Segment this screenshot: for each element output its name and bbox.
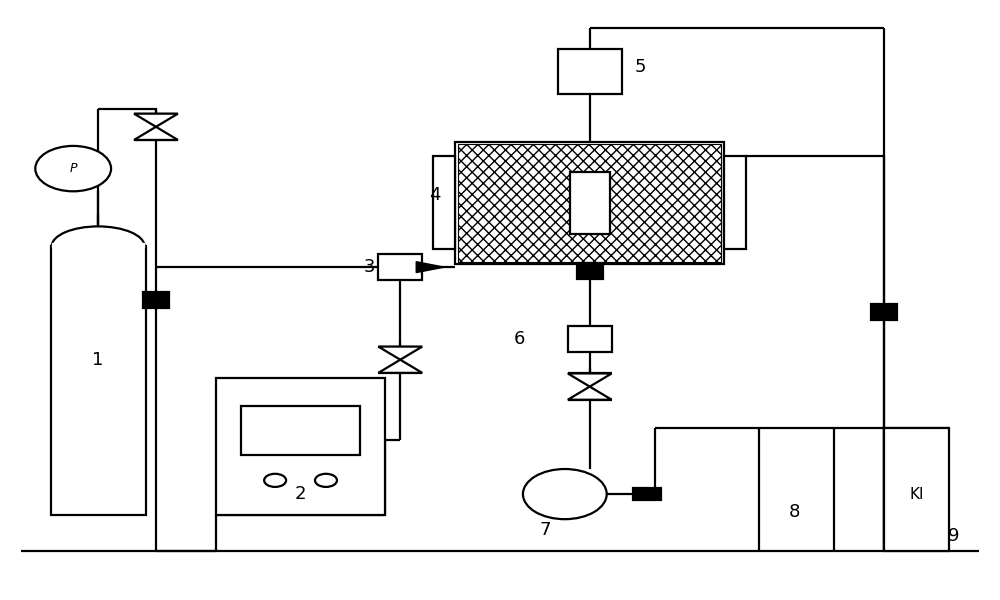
Text: P: P xyxy=(69,162,77,175)
Polygon shape xyxy=(134,113,178,127)
Text: 3: 3 xyxy=(364,258,375,276)
Polygon shape xyxy=(378,347,422,360)
Circle shape xyxy=(35,146,111,191)
Bar xyxy=(558,49,622,94)
Bar xyxy=(143,292,169,308)
Text: 2: 2 xyxy=(295,485,306,503)
Text: KI: KI xyxy=(909,487,924,502)
Polygon shape xyxy=(378,360,422,373)
Bar xyxy=(570,172,610,233)
Bar xyxy=(568,326,612,352)
Bar xyxy=(884,428,949,551)
Bar xyxy=(216,377,385,515)
Bar xyxy=(51,246,146,515)
Bar xyxy=(871,304,897,320)
Circle shape xyxy=(523,469,607,519)
Bar xyxy=(433,157,455,250)
Text: 8: 8 xyxy=(788,503,800,521)
Polygon shape xyxy=(134,127,178,140)
Text: 9: 9 xyxy=(948,527,959,545)
Bar xyxy=(458,143,721,262)
Bar xyxy=(241,406,360,455)
Bar xyxy=(378,254,422,280)
Bar xyxy=(577,263,603,279)
Text: 6: 6 xyxy=(514,330,525,348)
Circle shape xyxy=(315,474,337,487)
Bar xyxy=(724,157,746,250)
Text: 1: 1 xyxy=(92,351,104,369)
Polygon shape xyxy=(568,386,612,400)
Polygon shape xyxy=(568,373,612,386)
Bar xyxy=(53,244,144,247)
Bar xyxy=(455,142,724,264)
Text: 4: 4 xyxy=(429,187,440,205)
Text: 7: 7 xyxy=(539,521,551,539)
Bar xyxy=(633,488,661,500)
Circle shape xyxy=(264,474,286,487)
Polygon shape xyxy=(416,262,444,272)
Text: 5: 5 xyxy=(635,58,646,76)
